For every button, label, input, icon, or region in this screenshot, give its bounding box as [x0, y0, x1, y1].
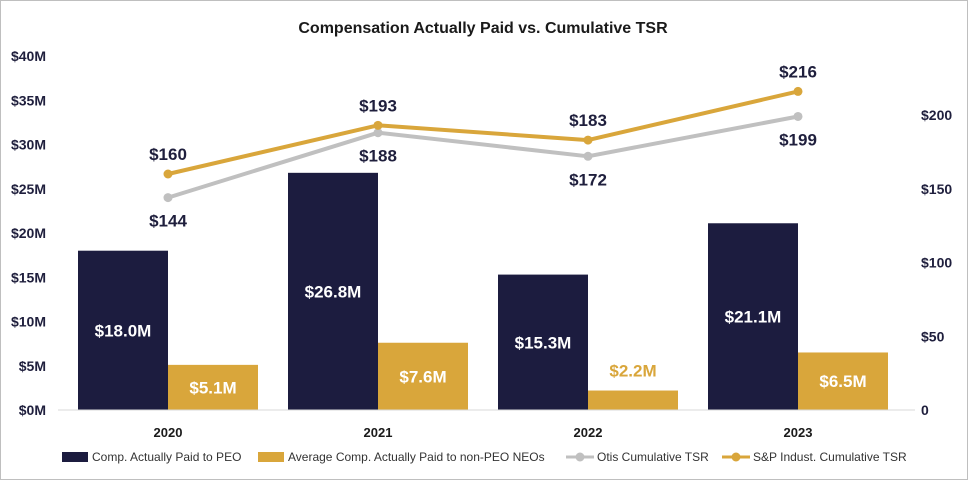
left-axis-tick: $10M	[11, 314, 46, 330]
neo-bar	[588, 390, 678, 410]
legend-swatch	[258, 452, 284, 462]
left-axis-tick: $40M	[11, 48, 46, 64]
peo-bar	[288, 172, 378, 410]
left-axis-tick: $5M	[19, 358, 46, 374]
legend-label: Average Comp. Actually Paid to non-PEO N…	[288, 450, 545, 464]
legend-swatch	[62, 452, 88, 462]
peo-bar	[708, 223, 798, 410]
x-axis-tick: 2020	[154, 425, 183, 440]
neo-bar	[168, 364, 258, 410]
neo-bar-label: $6.5M	[819, 372, 866, 391]
otis-tsr-point	[373, 128, 383, 138]
peo-bar-label: $18.0M	[95, 321, 152, 340]
sp-tsr-label: $193	[359, 96, 397, 115]
legend-item: Otis Cumulative TSR	[566, 450, 709, 464]
legend-label: Otis Cumulative TSR	[597, 450, 709, 464]
otis-tsr-point	[793, 111, 803, 121]
peo-bar	[78, 250, 168, 410]
sp-tsr-point	[793, 86, 803, 96]
otis-tsr-line	[167, 114, 799, 200]
sp-tsr-point	[373, 120, 383, 130]
neo-bar-label: $7.6M	[399, 367, 446, 386]
right-axis-tick: $200	[921, 107, 952, 123]
otis-tsr-label: $188	[359, 147, 397, 166]
sp-tsr-point	[163, 169, 173, 179]
chart-title: Compensation Actually Paid vs. Cumulativ…	[298, 20, 668, 37]
neo-bar-label: $2.2M	[609, 362, 656, 381]
legend-marker	[731, 452, 741, 462]
sp-tsr-label: $183	[569, 111, 607, 130]
right-axis-tick: 0	[921, 402, 929, 418]
left-axis-tick: $25M	[11, 181, 46, 197]
peo-bar-label: $15.3M	[515, 333, 572, 352]
x-axis-tick: 2021	[364, 425, 393, 440]
legend-item: Comp. Actually Paid to PEO	[62, 450, 241, 464]
peo-bar	[498, 274, 588, 410]
peo-bar-label: $26.8M	[305, 282, 362, 301]
peo-bar-label: $21.1M	[725, 308, 782, 327]
x-axis-tick: 2023	[784, 425, 813, 440]
otis-tsr-label: $144	[149, 212, 187, 231]
left-axis-tick: $15M	[11, 269, 46, 285]
neo-bar	[378, 342, 468, 410]
sp-tsr-label: $160	[149, 145, 187, 164]
legend-label: S&P Indust. Cumulative TSR	[753, 450, 907, 464]
right-axis-tick: $150	[921, 181, 952, 197]
legend-item: S&P Indust. Cumulative TSR	[722, 450, 907, 464]
legend-marker	[575, 452, 585, 462]
left-axis-tick: $0M	[19, 402, 46, 418]
neo-bar-label: $5.1M	[189, 378, 236, 397]
otis-tsr-label: $172	[569, 170, 607, 189]
left-axis-tick: $20M	[11, 225, 46, 241]
left-axis-tick: $30M	[11, 137, 46, 153]
otis-tsr-point	[163, 193, 173, 203]
legend-label: Comp. Actually Paid to PEO	[92, 450, 241, 464]
otis-tsr-label: $199	[779, 130, 817, 149]
right-axis-tick: $100	[921, 255, 952, 271]
sp-tsr-line	[167, 89, 799, 176]
sp-tsr-label: $216	[779, 62, 817, 81]
sp-tsr-point	[583, 135, 593, 145]
x-axis-tick: 2022	[574, 425, 603, 440]
left-axis-tick: $35M	[11, 92, 46, 108]
legend-item: Average Comp. Actually Paid to non-PEO N…	[258, 450, 545, 464]
neo-bar	[798, 352, 888, 410]
otis-tsr-point	[583, 151, 593, 161]
right-axis-tick: $50	[921, 328, 945, 344]
